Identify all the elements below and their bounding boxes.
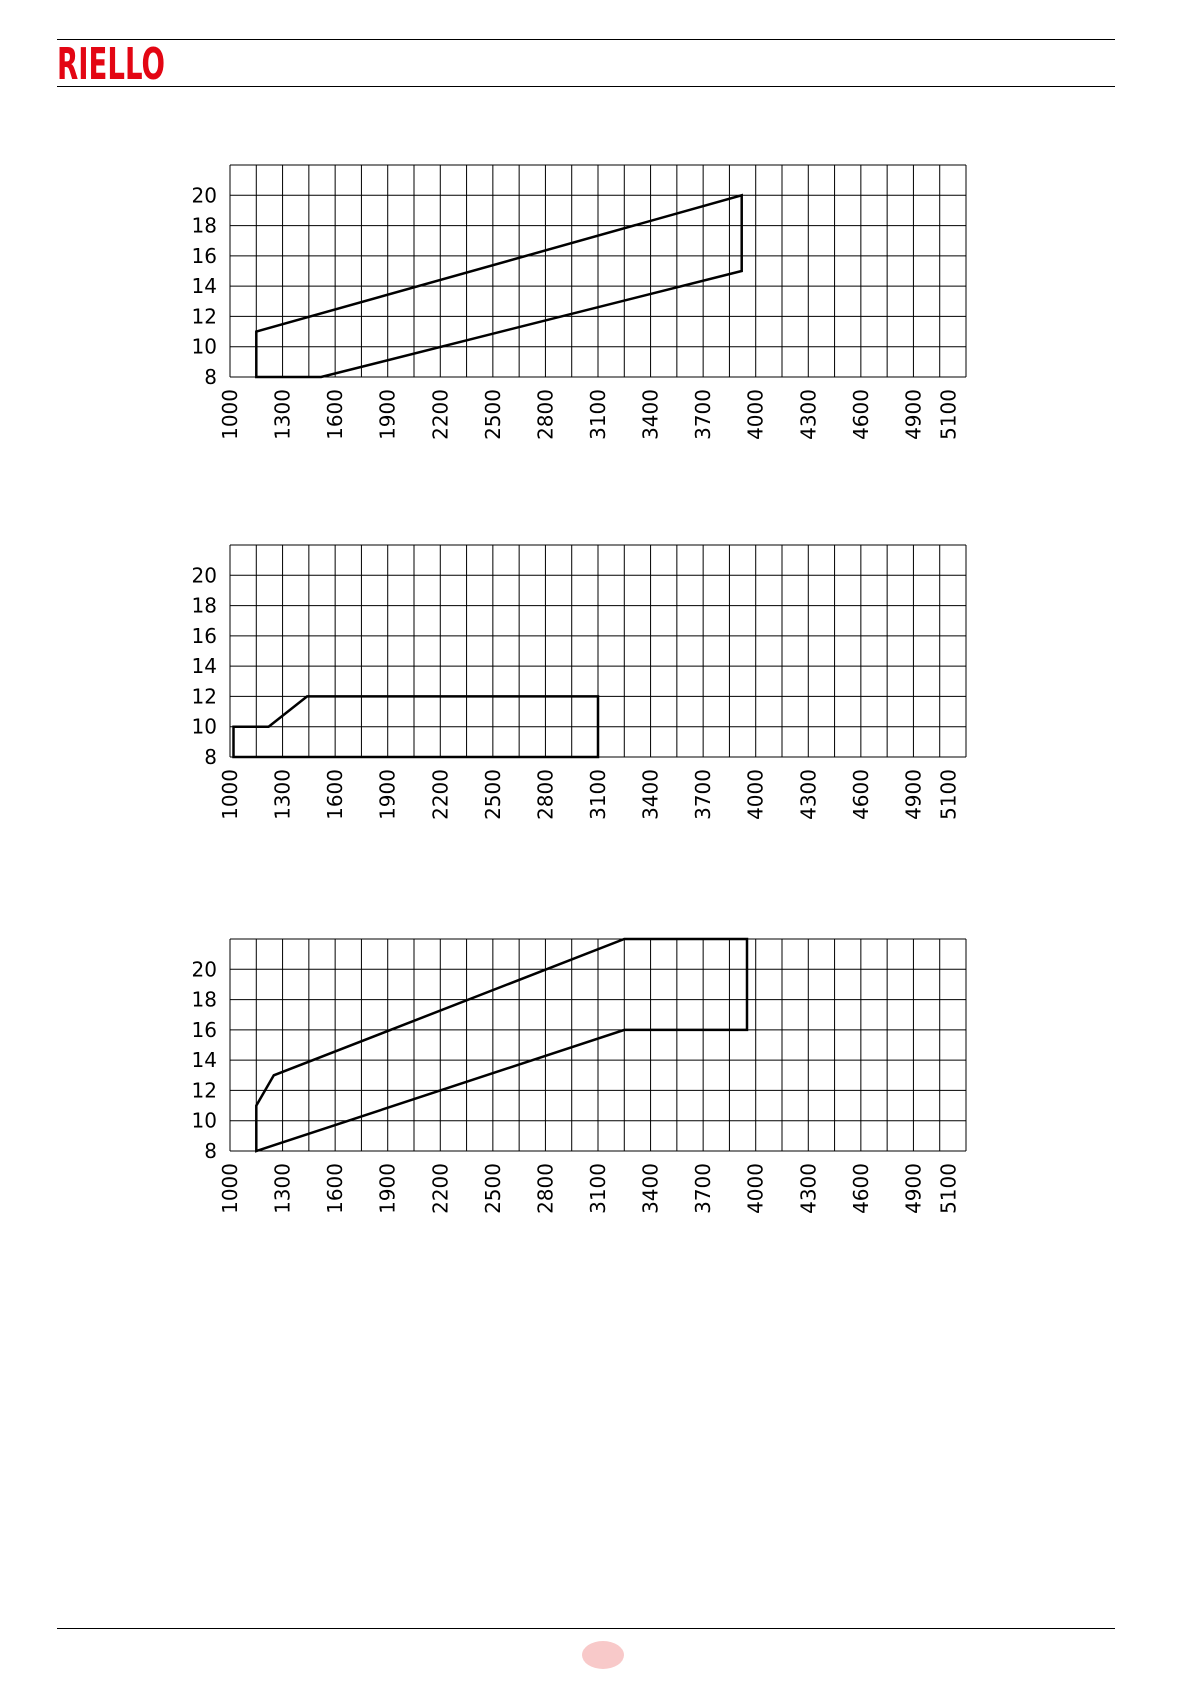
x-tick-label: 2200 <box>428 769 452 820</box>
x-tick-label: 3100 <box>586 769 610 820</box>
y-tick-label: 20 <box>192 957 217 981</box>
x-tick-label: 3100 <box>586 389 610 440</box>
footer-rule <box>57 1628 1115 1629</box>
x-tick-label: 2800 <box>533 389 557 440</box>
x-tick-label: 1300 <box>271 389 295 440</box>
x-tick-label: 1000 <box>218 389 242 440</box>
x-tick-label: 4600 <box>849 1163 873 1214</box>
page-number-badge <box>582 1641 624 1669</box>
y-tick-label: 14 <box>192 654 217 678</box>
y-tick-label: 14 <box>192 274 217 298</box>
x-tick-label: 5100 <box>936 389 960 440</box>
y-tick-label: 10 <box>192 335 217 359</box>
grid <box>229 544 967 758</box>
operating-range-polygon <box>232 695 600 759</box>
x-tick-label: 3400 <box>639 769 663 820</box>
y-tick-label: 8 <box>204 365 217 389</box>
x-tick-label: 2800 <box>533 769 557 820</box>
x-tick-label: 4600 <box>849 389 873 440</box>
x-tick-label: 3700 <box>691 1163 715 1214</box>
y-tick-label: 12 <box>192 684 217 708</box>
y-tick-label: 8 <box>204 1139 217 1163</box>
grid <box>229 938 967 1152</box>
y-tick-label: 12 <box>192 304 217 328</box>
chart-2: 8 10 12 14 16 18 20 1000 1300 1600 1900 2200 2500 280… <box>192 544 967 820</box>
x-tick-label: 2500 <box>481 769 505 820</box>
y-tick-label: 10 <box>192 715 217 739</box>
x-tick-label: 1600 <box>323 389 347 440</box>
operating-range-polygon <box>255 937 749 1153</box>
x-tick-label: 2500 <box>481 389 505 440</box>
y-tick-label: 12 <box>192 1078 217 1102</box>
x-tick-label: 3700 <box>691 389 715 440</box>
x-tick-label: 3400 <box>639 389 663 440</box>
x-tick-label: 1000 <box>218 1163 242 1214</box>
y-tick-label: 18 <box>192 594 217 618</box>
x-tick-label: 4600 <box>849 769 873 820</box>
header-rule-top <box>57 39 1115 40</box>
x-tick-label: 4300 <box>796 1163 820 1214</box>
x-tick-label: 2200 <box>428 1163 452 1214</box>
x-tick-label: 4000 <box>744 1163 768 1214</box>
y-tick-label: 20 <box>192 183 217 207</box>
x-tick-label: 2800 <box>533 1163 557 1214</box>
y-tick-label: 16 <box>192 624 217 648</box>
x-tick-label: 1900 <box>376 1163 400 1214</box>
grid <box>229 164 967 378</box>
x-tick-label: 5100 <box>936 1163 960 1214</box>
chart-1: 8 10 12 14 16 18 20 1000 1300 1600 1900 2200 2500 280… <box>192 164 967 440</box>
y-tick-label: 8 <box>204 745 217 769</box>
y-tick-label: 14 <box>192 1048 217 1072</box>
x-tick-label: 1900 <box>376 769 400 820</box>
y-tick-label: 20 <box>192 563 217 587</box>
riello-logo: RIELLO <box>57 43 165 83</box>
x-tick-label: 4900 <box>901 769 925 820</box>
x-tick-label: 1600 <box>323 769 347 820</box>
x-tick-label: 4000 <box>744 389 768 440</box>
x-tick-label: 2200 <box>428 389 452 440</box>
x-tick-label: 3700 <box>691 769 715 820</box>
x-tick-label: 4900 <box>901 1163 925 1214</box>
x-tick-label: 2500 <box>481 1163 505 1214</box>
y-tick-label: 18 <box>192 988 217 1012</box>
x-tick-label: 1600 <box>323 1163 347 1214</box>
header-rule-bottom <box>57 86 1115 87</box>
x-tick-label: 5100 <box>936 769 960 820</box>
y-tick-label: 10 <box>192 1109 217 1133</box>
x-tick-label: 3100 <box>586 1163 610 1214</box>
x-tick-label: 1900 <box>376 389 400 440</box>
x-tick-label: 1300 <box>271 1163 295 1214</box>
y-tick-label: 18 <box>192 214 217 238</box>
x-tick-label: 1000 <box>218 769 242 820</box>
x-tick-label: 4300 <box>796 769 820 820</box>
riello-logo-text: RIELLO <box>57 43 165 83</box>
x-tick-label: 4300 <box>796 389 820 440</box>
x-tick-label: 4000 <box>744 769 768 820</box>
operating-range-polygon <box>255 193 743 379</box>
x-tick-label: 1300 <box>271 769 295 820</box>
x-tick-label: 4900 <box>901 389 925 440</box>
y-tick-label: 16 <box>192 1018 217 1042</box>
x-tick-label: 3400 <box>639 1163 663 1214</box>
chart-3: 8 10 12 14 16 18 20 1000 1300 1600 1900 2200 2500 280… <box>192 937 967 1214</box>
y-tick-label: 16 <box>192 244 217 268</box>
